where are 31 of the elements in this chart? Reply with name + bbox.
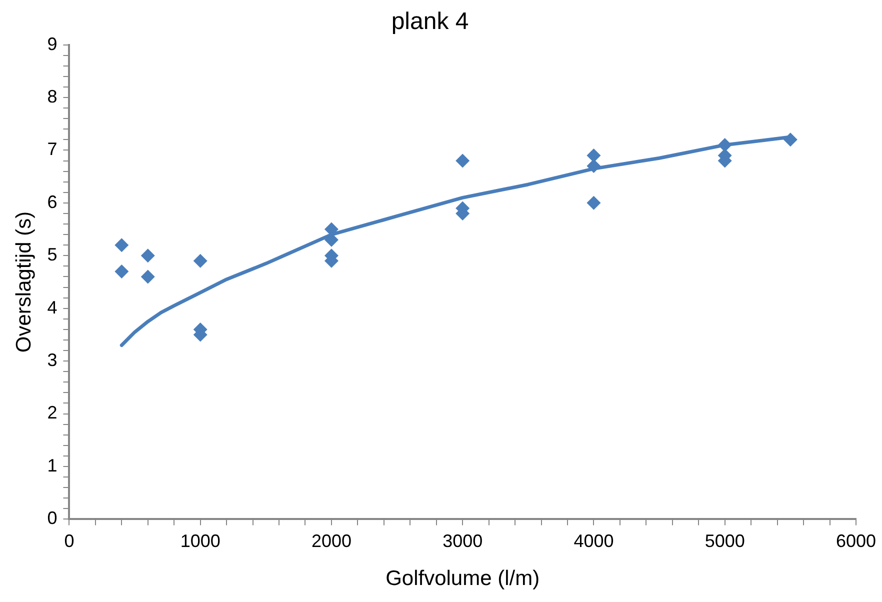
y-tick-label: 6 bbox=[47, 192, 58, 212]
point bbox=[114, 238, 129, 252]
point bbox=[114, 264, 129, 278]
point bbox=[586, 148, 601, 162]
chart-title: plank 4 bbox=[391, 8, 469, 36]
x-tick-label: 3000 bbox=[442, 530, 483, 551]
point bbox=[140, 270, 155, 284]
x-tick-label: 6000 bbox=[836, 530, 876, 551]
point bbox=[140, 248, 155, 263]
y-tick-label: 4 bbox=[47, 297, 58, 318]
x-tick-label: 1000 bbox=[180, 530, 220, 551]
point bbox=[718, 138, 732, 152]
point bbox=[783, 132, 798, 147]
y-tick-label: 3 bbox=[47, 350, 58, 370]
y-axis-title: Overslagtijd (s) bbox=[12, 211, 36, 353]
x-tick-label: 2000 bbox=[311, 530, 352, 551]
point bbox=[193, 254, 208, 268]
y-tick-label: 1 bbox=[47, 455, 58, 476]
y-tick-label: 0 bbox=[47, 508, 58, 528]
y-tick-label: 5 bbox=[47, 244, 58, 265]
x-axis-title: Golfvolume (l/m) bbox=[386, 567, 540, 590]
y-tick-label: 7 bbox=[47, 139, 58, 160]
x-tick-label: 4000 bbox=[574, 530, 614, 551]
x-tick-label: 0 bbox=[64, 530, 74, 551]
y-tick-label: 8 bbox=[47, 86, 58, 106]
x-tick-label: 5000 bbox=[704, 530, 745, 551]
y-tick-label: 9 bbox=[47, 34, 58, 54]
point bbox=[586, 196, 601, 210]
point bbox=[456, 154, 470, 168]
point bbox=[586, 159, 601, 174]
y-tick-label: 2 bbox=[47, 402, 58, 423]
